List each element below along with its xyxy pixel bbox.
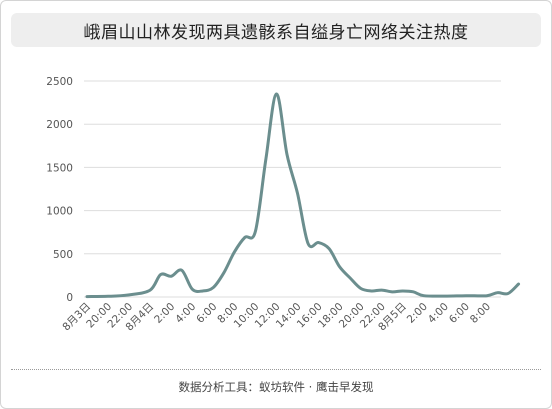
x-tick-label: 4:00 [173,301,198,326]
x-tick-label: 6:00 [447,301,472,326]
x-tick-label: 2:00 [405,301,430,326]
y-tick-label: 500 [53,249,73,261]
footer-divider [11,369,541,370]
y-tick-label: 1000 [46,206,73,218]
x-tick-label: 2:00 [152,301,177,326]
x-tick-label: 8:00 [468,301,493,326]
grid-lines [84,80,501,298]
series-line-0 [85,92,521,299]
x-tick-label: 6:00 [194,301,219,326]
y-tick-label: 0 [66,292,73,304]
series-layer [85,92,521,299]
y-tick-label: 1500 [46,162,73,174]
data-source-text: 数据分析工具：蚁坊软件 · 鹰击早发现 [178,380,374,394]
y-axis-ticks: 0 500 1000 1500 2000 2500 [46,76,73,304]
y-tick-label: 2500 [46,76,73,88]
x-axis-ticks: 8月3日20:0022:008月4日2:004:006:008:0010:001… [60,301,493,334]
y-tick-label: 2000 [46,119,73,131]
title-bar: 峨眉山山林发现两具遗骸系自缢身亡网络关注热度 [11,13,541,47]
x-tick-label: 4:00 [426,301,451,326]
line-chart: 0 500 1000 1500 2000 2500 8月3日20:0022:008月4日2… [46,76,521,334]
chart-title: 峨眉山山林发现两具遗骸系自缢身亡网络关注热度 [83,22,469,43]
